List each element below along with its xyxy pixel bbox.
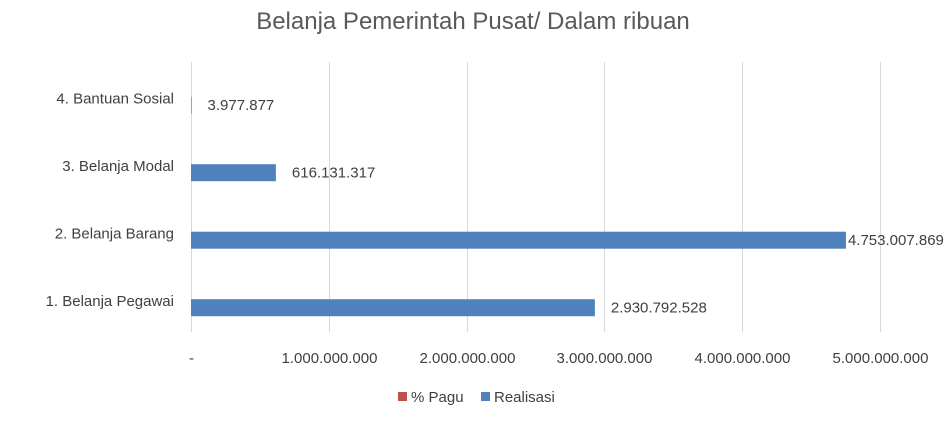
legend-label: Realisasi [494, 389, 555, 406]
x-tick-label: 1.000.000.000 [282, 350, 378, 367]
legend-swatch [398, 392, 407, 401]
legend: % Pagu Realisasi [398, 389, 555, 406]
data-label: 3.977.877 [208, 97, 275, 114]
category-label: 4. Bantuan Sosial [56, 90, 174, 107]
chart-title: Belanja Pemerintah Pusat/ Dalam ribuan [256, 8, 690, 35]
category-label: 3. Belanja Modal [62, 158, 174, 175]
category-label: 1. Belanja Pegawai [46, 293, 174, 310]
data-label: 2.930.792.528 [611, 300, 707, 317]
x-tick-label: - [189, 350, 194, 367]
x-tick-label: 2.000.000.000 [420, 350, 516, 367]
bar-realisasi [191, 299, 595, 317]
category-label: 2. Belanja Barang [55, 225, 174, 242]
data-labels: 2.930.792.528 4.753.007.869 616.131.317 3.9… [208, 97, 944, 317]
data-label: 4.753.007.869 [848, 232, 944, 249]
legend-label: % Pagu [411, 389, 464, 406]
x-axis-tick-labels: - 1.000.000.000 2.000.000.000 3.000.000.000… [189, 350, 928, 367]
x-tick-label: 3.000.000.000 [557, 350, 653, 367]
x-tick-label: 5.000.000.000 [833, 350, 929, 367]
legend-swatch [481, 392, 490, 401]
bars [191, 96, 846, 317]
bar-realisasi [191, 231, 846, 249]
bar-realisasi [191, 96, 192, 114]
bar-realisasi [191, 164, 276, 182]
gridlines [191, 62, 881, 332]
x-tick-label: 4.000.000.000 [695, 350, 791, 367]
data-label: 616.131.317 [292, 165, 375, 182]
category-labels: 1. Belanja Pegawai 2. Belanja Barang 3. Be… [46, 90, 174, 310]
